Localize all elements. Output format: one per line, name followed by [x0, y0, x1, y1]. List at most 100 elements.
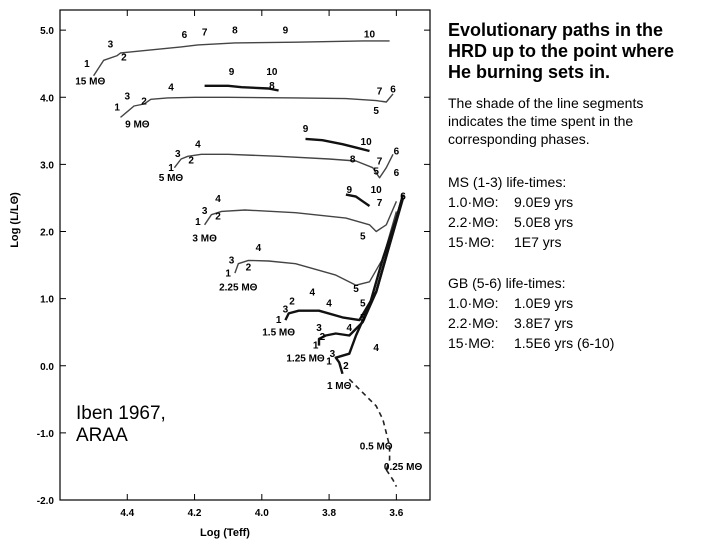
gb-row-mass: 2.2·MΘ:	[448, 315, 499, 331]
ms-row-value: 5.0E8 yrs	[514, 214, 574, 230]
phase-label: 3	[316, 323, 322, 334]
phase-label: 4	[256, 243, 262, 254]
evolution-track	[345, 193, 371, 207]
phase-label: 1	[195, 217, 201, 228]
phase-label: 3	[175, 149, 181, 160]
phase-label: 4	[326, 299, 332, 310]
x-tick-label: 4.0	[255, 508, 269, 519]
evolution-track	[385, 469, 398, 487]
mass-label: 9 MΘ	[125, 119, 150, 130]
gb-row-value: 1.5E6 yrs (6-10)	[514, 335, 615, 351]
y-tick-label: 4.0	[40, 93, 54, 104]
phase-label: 3	[229, 256, 235, 267]
ms-row-mass: 1.0·MΘ:	[448, 194, 499, 210]
phase-label: 4	[195, 140, 201, 151]
phase-label: 9	[229, 67, 235, 78]
phase-label: 10	[371, 185, 383, 196]
x-axis-label: Log (Teff)	[200, 527, 250, 539]
evolution-track	[120, 93, 394, 118]
gb-row-mass: 15·MΘ:	[448, 335, 495, 351]
phase-label: 1	[225, 268, 231, 279]
x-tick-label: 3.6	[389, 508, 403, 519]
evolution-track	[305, 137, 370, 153]
phase-label: 1	[326, 356, 332, 367]
phase-label: 9	[346, 185, 352, 196]
evolution-track	[334, 194, 405, 375]
phase-label: 3	[283, 305, 289, 316]
ms-row: 2.2·MΘ: 5.0E8 yrs	[448, 212, 716, 232]
phase-label: 1	[168, 163, 174, 174]
evolution-track	[348, 378, 391, 471]
phase-label: 2	[246, 262, 252, 273]
ms-row-mass: 15·MΘ:	[448, 234, 495, 250]
evolution-track	[234, 211, 398, 286]
phase-label: 7	[377, 198, 383, 209]
phase-label: 4	[215, 194, 221, 205]
phase-label: 6	[394, 168, 400, 179]
phase-label: 1	[114, 103, 120, 114]
mass-label: 3 MΘ	[192, 234, 217, 245]
phase-label: 10	[266, 67, 278, 78]
mass-label: 1.25 MΘ	[286, 354, 325, 365]
y-tick-label: 1.0	[40, 295, 54, 306]
phase-label: 6	[394, 146, 400, 157]
ms-lifetimes-header: MS (1-3) life-times:	[448, 174, 567, 190]
phase-label: 1	[276, 315, 282, 326]
hr-diagram-plot: 5.0 4.0 3.0 2.0 1.0 0.0 -1.0 -2.0 4.4 4.2 4.0 3.8 3.…	[9, 9, 431, 539]
mass-label: 15 MΘ	[75, 77, 105, 88]
mass-label: 1 MΘ	[327, 381, 352, 392]
gb-row-mass: 1.0·MΘ:	[448, 295, 499, 311]
gb-lifetimes: GB (5-6) life-times: 1.0·MΘ: 1.0E9 yrs 2.…	[448, 273, 716, 353]
gb-lifetimes-header: GB (5-6) life-times:	[448, 275, 566, 291]
mass-label: 0.5 MΘ	[360, 442, 393, 453]
gb-row-value: 1.0E9 yrs	[514, 295, 574, 311]
gb-row-value: 3.8E7 yrs	[514, 315, 574, 331]
phase-label: 3	[202, 206, 208, 217]
mass-label: 2.25 MΘ	[219, 283, 258, 294]
phase-label: 10	[364, 30, 376, 41]
x-tick-label: 4.2	[188, 508, 202, 519]
phase-label: 4	[168, 83, 174, 94]
y-tick-label: 0.0	[40, 362, 54, 373]
phase-label: 3	[330, 349, 336, 360]
ms-row-mass: 2.2·MΘ:	[448, 214, 499, 230]
mass-label: 0.25 MΘ	[384, 462, 423, 473]
phase-label: 2	[215, 211, 221, 222]
phase-label: 2	[320, 332, 326, 343]
y-tick-label: 3.0	[40, 160, 54, 171]
phase-label: 5	[360, 232, 366, 243]
gb-row: 2.2·MΘ: 3.8E7 yrs	[448, 313, 716, 333]
phase-label: 7	[377, 156, 383, 167]
evolution-track	[204, 84, 279, 92]
phase-label: 9	[283, 25, 289, 36]
phase-label: 5	[373, 166, 379, 177]
mass-label: 1.5 MΘ	[262, 328, 295, 339]
hr-diagram: 5.0 4.0 3.0 2.0 1.0 0.0 -1.0 -2.0 4.4 4.2 4.0 3.8 3.…	[9, 9, 431, 539]
gb-row: 15·MΘ: 1.5E6 yrs (6-10)	[448, 333, 716, 353]
ms-row: 15·MΘ: 1E7 yrs	[448, 232, 716, 252]
phase-label: 3	[108, 40, 114, 51]
phase-label: 5	[373, 106, 379, 117]
phase-label: 2	[121, 52, 127, 63]
plot-frame	[59, 9, 431, 501]
evolution-track	[93, 40, 390, 77]
phase-label: 4	[309, 287, 315, 298]
phase-label: 6	[390, 85, 396, 96]
phase-label: 2	[289, 297, 295, 308]
phase-label: 1	[84, 59, 90, 70]
phase-label: 8	[350, 154, 356, 165]
y-axis-label: Log (L/LΘ)	[9, 192, 21, 248]
phase-label: 5	[353, 284, 359, 295]
phase-label: 8	[269, 81, 275, 92]
evolution-track	[173, 153, 394, 179]
phase-label: 4	[346, 323, 352, 334]
evolution-track	[204, 201, 398, 233]
gb-row: 1.0·MΘ: 1.0E9 yrs	[448, 293, 716, 313]
y-tick-label: -2.0	[37, 496, 55, 507]
slide-title: Evolutionary paths in the HRD up to the …	[448, 20, 674, 82]
phase-label: 4	[373, 343, 379, 354]
phase-label: 6	[400, 191, 406, 202]
shade-note: The shade of the line segments indicates…	[448, 95, 644, 147]
x-tick-label: 4.4	[120, 508, 134, 519]
evolution-track	[317, 197, 405, 346]
